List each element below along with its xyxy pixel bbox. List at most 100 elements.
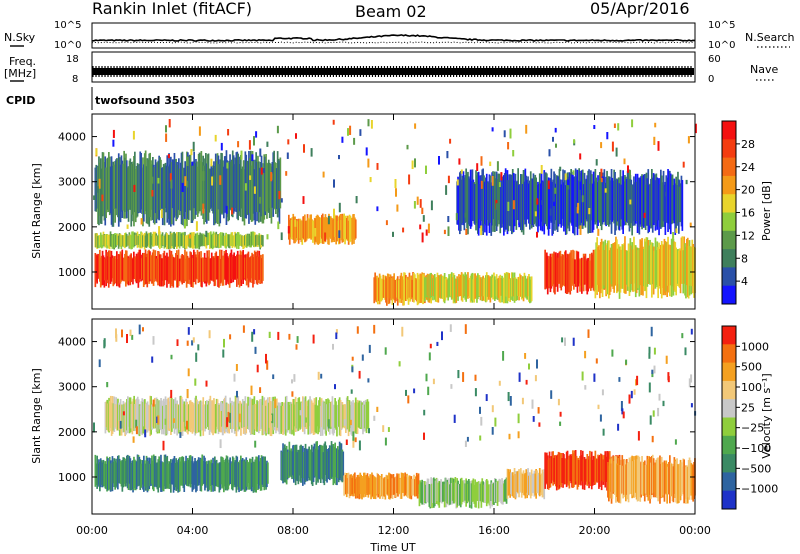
range-gate-cell [137,252,140,288]
range-gate-cell [227,129,230,136]
range-gate-cell [147,250,149,282]
range-gate-cell [450,384,453,389]
range-gate-cell [338,155,340,160]
range-gate-cell [160,159,162,209]
range-gate-cell [148,153,151,227]
range-gate-cell [585,260,588,291]
range-gate-cell [416,196,419,205]
range-gate-cell [337,446,339,478]
range-gate-cell [381,279,384,300]
range-gate-cell [688,457,691,500]
range-gate-cell [211,233,214,250]
range-gate-cell [294,396,297,432]
range-gate-cell [122,401,125,433]
range-gate-cell [314,404,317,433]
range-gate-cell [405,277,408,301]
range-gate-cell [353,214,355,244]
range-gate-cell [650,244,652,284]
range-gate-cell [206,404,209,427]
range-gate-cell [182,255,184,283]
range-gate-cell [674,439,677,445]
range-gate-cell [359,472,362,494]
range-gate-cell [99,458,102,488]
range-gate-cell [413,474,415,496]
range-gate-cell [183,167,186,227]
range-gate-cell [643,174,645,228]
range-gate-cell [221,232,224,246]
range-gate-cell [633,236,635,292]
range-gate-cell [529,171,532,225]
range-gate-cell [455,213,458,221]
range-gate-cell [569,454,572,482]
range-gate-cell [262,168,265,173]
range-gate-cell [142,234,145,247]
range-gate-cell [616,179,619,222]
range-gate-cell [598,180,600,220]
range-gate-cell [152,157,154,221]
range-gate-cell [197,344,200,351]
range-gate-cell [511,272,513,297]
range-gate-cell [293,399,295,436]
range-gate-cell [112,129,115,138]
range-gate-cell [669,249,671,297]
range-gate-cell [368,428,370,434]
range-gate-cell [530,276,533,302]
range-gate-cell [473,273,476,303]
range-gate-cell [509,278,511,303]
range-gate-cell [101,152,104,217]
range-gate-cell [685,466,687,504]
range-gate-cell [551,253,554,287]
range-gate-cell [186,340,189,346]
range-gate-cell [105,463,107,490]
range-gate-cell [221,426,224,436]
range-gate-cell [310,444,313,485]
range-gate-cell [358,476,361,500]
range-gate-cell [608,240,610,299]
range-gate-cell [239,400,241,427]
range-gate-cell [645,237,648,299]
range-gate-cell [580,450,582,486]
range-gate-cell [129,329,132,337]
range-gate-cell [202,461,204,485]
range-gate-cell [247,396,249,429]
range-gate-cell [467,484,469,503]
range-gate-cell [276,151,279,218]
colorbar-swatch [722,435,736,455]
range-gate-cell [561,254,563,287]
range-gate-cell [342,215,345,242]
range-gate-cell [111,165,114,227]
range-gate-cell [301,446,303,478]
range-gate-cell [587,329,590,338]
range-gate-cell [335,215,337,245]
x-tick-label: 20:00 [579,524,611,537]
range-gate-cell [247,161,249,216]
range-gate-cell [521,184,524,231]
range-gate-cell [189,154,192,211]
range-gate-cell [115,458,117,488]
range-gate-cell [509,469,511,498]
range-gate-cell [391,478,394,499]
range-gate-cell [347,220,350,245]
range-gate-cell [177,249,180,286]
range-gate-cell [148,457,151,490]
range-gate-cell [533,470,536,497]
range-gate-cell [163,165,166,226]
range-gate-cell [150,458,152,486]
range-gate-cell [589,253,591,287]
range-gate-cell [517,431,520,439]
range-gate-cell [117,455,119,490]
cpid-value: twofsound 3503 [95,94,195,107]
range-gate-cell [537,407,540,414]
range-gate-cell [532,173,535,227]
range-gate-cell [466,436,469,442]
range-gate-cell [115,397,117,429]
range-gate-cell [185,165,187,221]
range-gate-cell [174,463,177,488]
range-gate-cell [506,468,509,499]
range-gate-cell [208,250,210,286]
range-gate-cell [160,398,162,431]
range-gate-cell [186,389,189,399]
range-gate-cell [95,254,98,282]
range-gate-cell [318,400,320,433]
range-gate-cell [189,455,192,488]
